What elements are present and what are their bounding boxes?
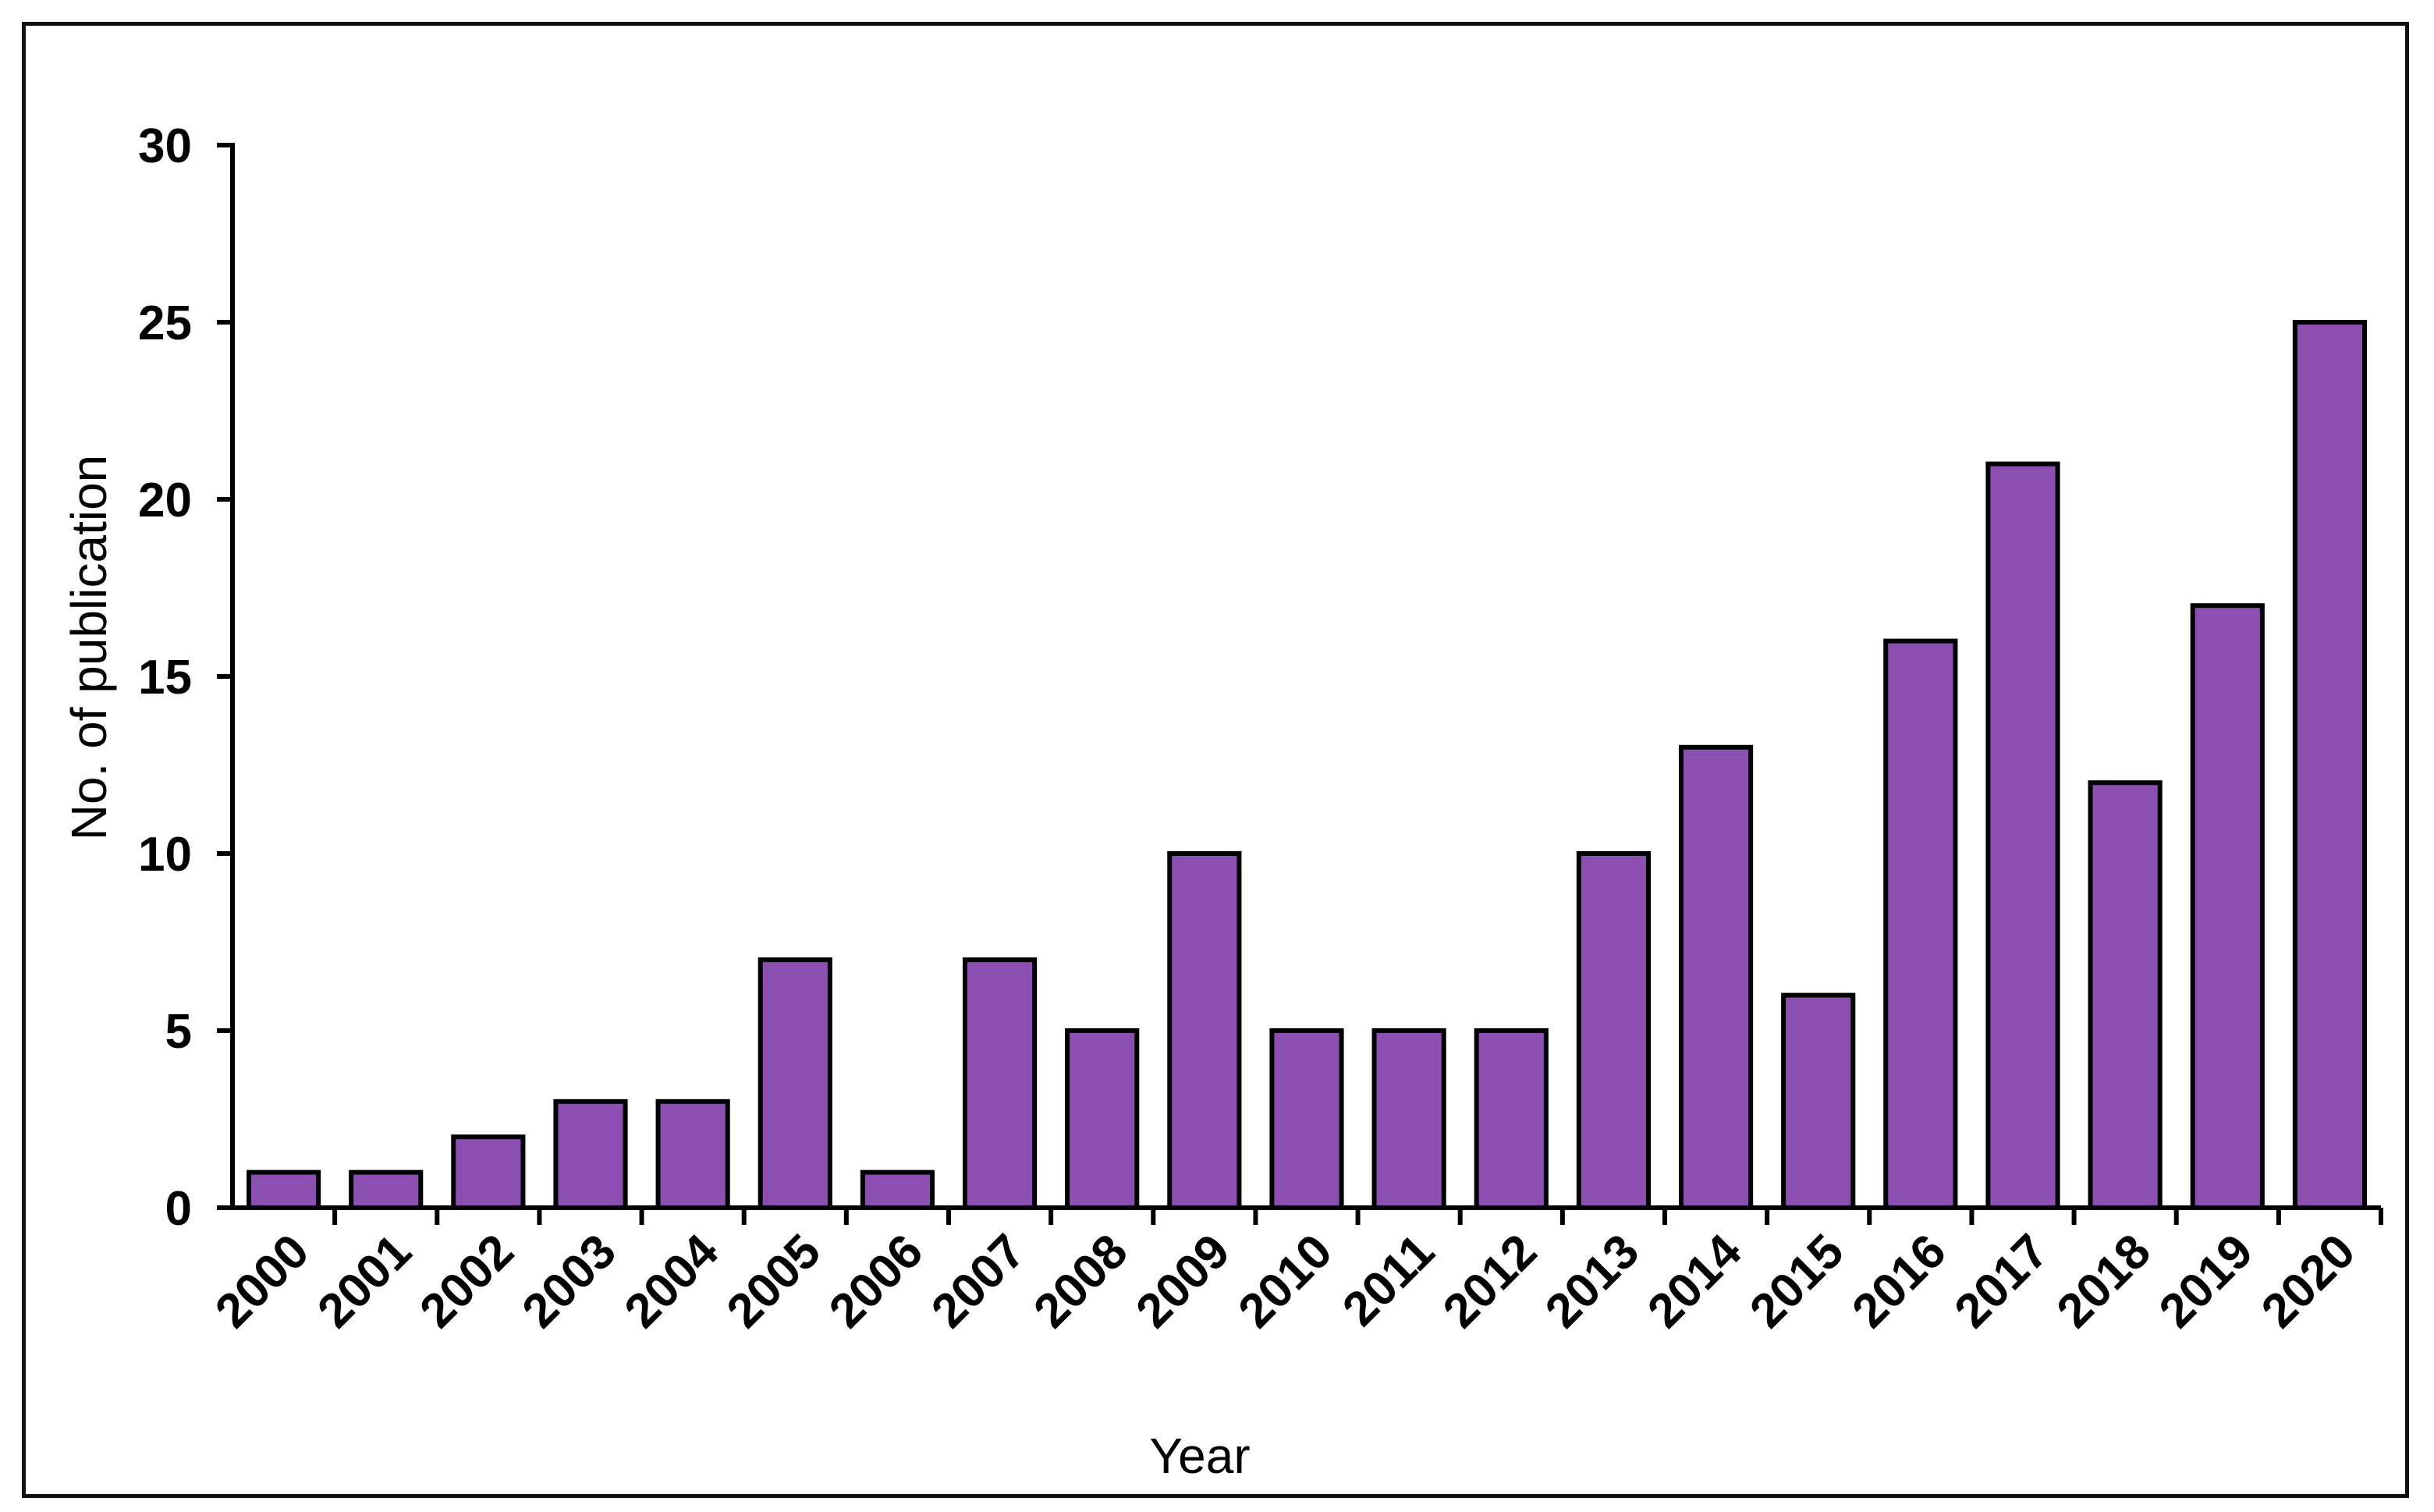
x-tick-label-2012: 2012 <box>1433 1224 1547 1338</box>
y-axis-title: No. of publication <box>61 455 117 841</box>
x-tick-label-2020: 2020 <box>2251 1224 2365 1338</box>
bar-2001 <box>349 1169 424 1210</box>
bar-2017 <box>1985 461 2060 1210</box>
x-tick-label-2001: 2001 <box>307 1224 421 1338</box>
bar-2015 <box>1781 992 1856 1210</box>
bar-2007 <box>962 957 1038 1210</box>
bar-2016 <box>1883 638 1958 1210</box>
bar-2019 <box>2190 603 2265 1210</box>
x-tick-label-2002: 2002 <box>410 1224 523 1338</box>
bar-2009 <box>1167 851 1242 1210</box>
x-tick-label-2009: 2009 <box>1126 1224 1240 1338</box>
bars <box>246 320 2368 1211</box>
bar-2012 <box>1474 1028 1549 1210</box>
bar-2018 <box>2088 780 2163 1210</box>
bar-2020 <box>2292 320 2368 1210</box>
bar-2011 <box>1371 1028 1446 1210</box>
y-tick-label: 20 <box>138 474 192 527</box>
x-tick-label-2015: 2015 <box>1740 1224 1854 1338</box>
x-axis-ticks: 2000200120022003200420052006200720082009… <box>205 1208 2383 1339</box>
bar-2013 <box>1576 851 1652 1210</box>
x-tick-label-2005: 2005 <box>717 1224 831 1338</box>
bar-2010 <box>1269 1028 1344 1210</box>
x-tick-label-2008: 2008 <box>1024 1224 1137 1338</box>
bar-2000 <box>246 1169 321 1210</box>
y-tick-label: 25 <box>138 296 192 350</box>
y-axis-ticks: 0 5 10 15 20 25 30 <box>138 119 232 1236</box>
x-tick-label-2019: 2019 <box>2149 1224 2263 1338</box>
chart-frame <box>22 22 2409 1498</box>
x-tick-label-2017: 2017 <box>1945 1224 2059 1338</box>
bar-2003 <box>553 1099 628 1211</box>
x-tick-label-2014: 2014 <box>1637 1224 1752 1339</box>
x-tick-label-2000: 2000 <box>205 1224 319 1338</box>
bar-2008 <box>1065 1028 1140 1210</box>
x-tick-label-2006: 2006 <box>819 1224 933 1338</box>
bar-2004 <box>655 1099 730 1211</box>
x-tick-label-2016: 2016 <box>1842 1224 1956 1338</box>
x-tick-label-2018: 2018 <box>2047 1224 2161 1338</box>
x-tick-label-2007: 2007 <box>921 1224 1035 1338</box>
x-tick-label-2010: 2010 <box>1229 1224 1343 1338</box>
y-tick-label: 5 <box>165 1005 192 1059</box>
y-tick-label: 30 <box>138 119 192 173</box>
x-tick-label-2003: 2003 <box>513 1224 626 1338</box>
bar-2014 <box>1678 744 1754 1210</box>
x-tick-label-2013: 2013 <box>1535 1224 1649 1338</box>
x-tick-label-2011: 2011 <box>1332 1224 1445 1336</box>
y-tick-label: 0 <box>165 1182 192 1236</box>
y-tick-label: 10 <box>138 828 192 882</box>
x-tick-label-2004: 2004 <box>615 1224 729 1339</box>
bar-2005 <box>758 957 832 1210</box>
bar-2002 <box>451 1134 526 1210</box>
bar-2006 <box>860 1169 935 1210</box>
y-tick-label: 15 <box>138 651 192 705</box>
x-axis-title: Year <box>1149 1428 1250 1484</box>
